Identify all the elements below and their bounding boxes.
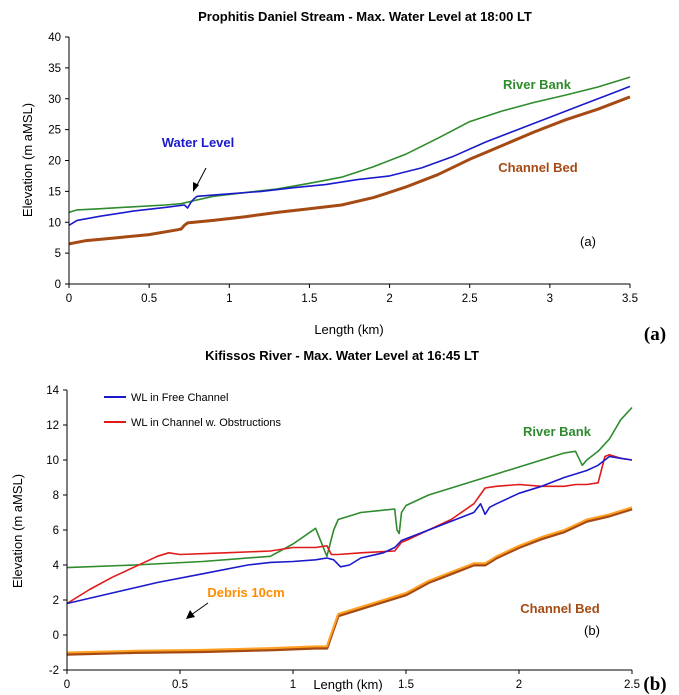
chart-b-annotation-channel-bed: Channel Bed: [520, 601, 600, 616]
chart-b-series-river-bank: [66, 406, 633, 569]
chart-a-panel-label: (a): [644, 324, 666, 345]
chart-a: Prophitis Daniel Stream - Max. Water Lev…: [20, 9, 666, 345]
chart-b-x-tick-label: 1.5: [398, 679, 414, 691]
chart-a-y-tick-label: 40: [48, 32, 61, 44]
chart-b-legend: WL in Free Channel WL in Channel w. Obst…: [104, 392, 281, 429]
chart-a-y-tick-label: 10: [48, 217, 61, 229]
chart-a-y-tick-label: 5: [55, 248, 61, 260]
chart-a-series: [68, 76, 631, 246]
chart-a-x-tick-label: 0: [66, 293, 72, 305]
chart-b-panel-label: (b): [643, 674, 666, 695]
chart-a-series-river-bank: [68, 76, 631, 214]
chart-a-x-tick-label: 2.5: [462, 293, 478, 305]
chart-b-series-wl-in-free-channel: [66, 455, 633, 605]
chart-b: Kifissos River - Max. Water Level at 16:…: [10, 348, 667, 695]
chart-b-y-tick-label: 6: [53, 525, 59, 537]
chart-b-x-tick-label: 0.5: [172, 679, 188, 691]
chart-a-y-tick-label: 0: [55, 279, 61, 291]
chart-a-x-tick-label: 1.5: [301, 293, 317, 305]
chart-a-water-level-arrow: [195, 167, 207, 188]
chart-b-x-tick-label: 1: [290, 679, 296, 691]
chart-b-ticks: 0 0.5 1 1.5 2 2.5 -2 0 2 4 6 8 10 12 14: [46, 385, 640, 691]
chart-a-x-tick-label: 2: [386, 293, 392, 305]
chart-a-y-tick-label: 20: [48, 156, 61, 168]
chart-b-series-wl-in-channel-w-obstructions: [66, 454, 633, 605]
chart-a-x-tick-label: 0.5: [141, 293, 157, 305]
chart-a-ticks: 0 0.5 1 1.5 2 2.5 3 3.5 0 5 10 15 20 25 30 35 40: [48, 32, 638, 305]
chart-b-debris-arrow: [190, 602, 209, 616]
chart-b-annotation-river-bank: River Bank: [523, 424, 592, 439]
chart-b-y-tick-label: 14: [46, 385, 59, 397]
chart-a-y-tick-label: 35: [48, 63, 61, 75]
chart-a-annotation-water-level: Water Level: [162, 135, 235, 150]
chart-b-y-label: Elevation (m aMSL): [10, 474, 25, 588]
chart-b-y-tick-label: 10: [46, 455, 59, 467]
chart-b-series: [66, 406, 633, 656]
chart-b-inner-label: (b): [584, 623, 600, 638]
chart-a-x-label: Length (km): [314, 322, 383, 337]
chart-b-series-debris-10cm: [66, 506, 633, 654]
legend-label-obstructions: WL in Channel w. Obstructions: [131, 417, 281, 429]
chart-b-x-tick-label: 2.5: [624, 679, 640, 691]
chart-b-y-tick-label: -2: [49, 665, 59, 677]
chart-b-annotation-debris: Debris 10cm: [207, 585, 284, 600]
chart-b-y-tick-label: 0: [53, 630, 59, 642]
chart-b-y-tick-label: 12: [46, 420, 59, 432]
chart-b-x-tick-label: 2: [516, 679, 522, 691]
chart-a-arrow-head: [193, 182, 199, 192]
chart-a-title: Prophitis Daniel Stream - Max. Water Lev…: [198, 9, 532, 24]
chart-a-y-label: Elevation (m aMSL): [20, 103, 35, 217]
chart-b-title: Kifissos River - Max. Water Level at 16:…: [205, 348, 479, 363]
chart-b-y-tick-label: 4: [53, 560, 60, 572]
legend-label-free-channel: WL in Free Channel: [131, 392, 228, 404]
chart-a-inner-label: (a): [580, 234, 596, 249]
chart-a-x-tick-label: 1: [226, 293, 232, 305]
chart-a-x-tick-label: 3: [547, 293, 553, 305]
chart-a-y-tick-label: 15: [48, 186, 61, 198]
chart-b-series-channel-bed: [66, 507, 633, 656]
chart-a-y-tick-label: 30: [48, 94, 61, 106]
chart-b-arrow-head: [186, 610, 195, 619]
chart-a-annotation-channel-bed: Channel Bed: [498, 160, 578, 175]
chart-b-y-tick-label: 2: [53, 595, 59, 607]
chart-a-y-tick-label: 25: [48, 125, 61, 137]
chart-b-x-tick-label: 0: [64, 679, 70, 691]
chart-a-x-tick-label: 3.5: [622, 293, 638, 305]
chart-a-series-water-level: [68, 85, 631, 226]
chart-b-y-tick-label: 8: [53, 490, 59, 502]
chart-a-annotation-river-bank: River Bank: [503, 77, 572, 92]
chart-a-series-channel-bed: [68, 95, 631, 246]
chart-b-x-label: Length (km): [313, 677, 382, 692]
